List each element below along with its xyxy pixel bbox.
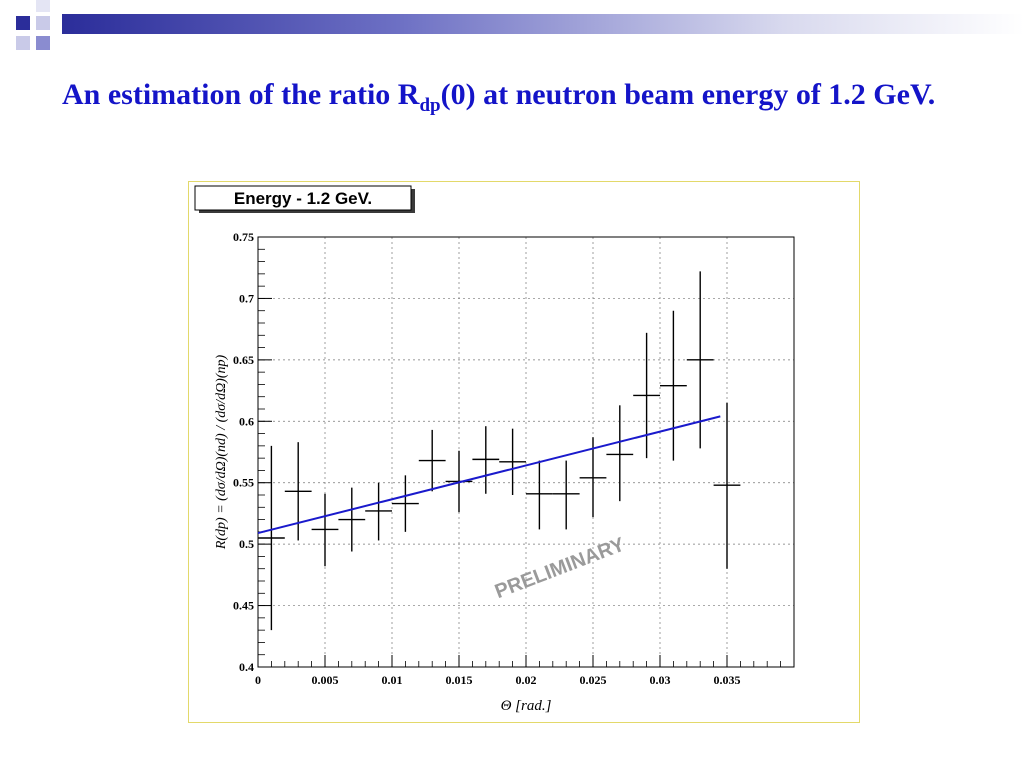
data-point [526, 460, 553, 530]
x-tick-label: 0.035 [714, 673, 741, 687]
data-point [258, 445, 285, 631]
x-tick-label: 0.03 [650, 673, 671, 687]
grid [258, 237, 794, 667]
decor-square-light [36, 16, 50, 30]
data-point [686, 271, 714, 449]
y-tick-label: 0.45 [233, 599, 254, 613]
x-tick-label: 0.015 [446, 673, 473, 687]
watermark-text: PRELIMINARY [492, 533, 628, 603]
ratio-chart: 0 0.005 0.01 0.015 0.02 0.025 0.03 0.035 0.40.4… [194, 185, 795, 714]
data-point [472, 426, 500, 494]
data-point [311, 493, 339, 567]
data-point [338, 487, 366, 552]
y-tick-label: 0.6 [239, 414, 254, 428]
y-tick-label: 0.55 [233, 476, 254, 490]
y-axis-label: R(dp) = (dσ/dΩ)(nd) / (dσ/dΩ)(np) [214, 354, 229, 550]
data-point [713, 402, 741, 569]
decor-square-mid [36, 36, 50, 50]
slide-title-subscript: dp [419, 95, 441, 116]
y-axis-ticks: 0.4 0.45 0.5 0.55 0.6 0.65 0.7 0.75 [233, 230, 272, 674]
x-tick-label: 0.025 [580, 673, 607, 687]
y-tick-label: 0.65 [233, 353, 254, 367]
y-tick-label: 0.75 [233, 230, 254, 244]
x-axis-ticks: 0 0.005 0.01 0.015 0.02 0.025 0.03 0.035 [255, 655, 741, 687]
fit-line [257, 415, 721, 535]
chart-frame: 0 0.005 0.01 0.015 0.02 0.025 0.03 0.035 0.4 0.4… [188, 181, 860, 723]
x-tick-label: 0 [255, 673, 261, 687]
data-point [579, 437, 607, 518]
data-point [660, 310, 687, 461]
y-tick-label: 0.7 [239, 291, 254, 305]
x-tick-label: 0.01 [382, 673, 403, 687]
y-tick-label: 0.4 [239, 660, 254, 674]
decor-square-dark [16, 16, 30, 30]
chart-title: Energy - 1.2 GeV. [234, 189, 372, 208]
data-point [418, 429, 446, 492]
slide-title-main: An estimation of the ratio R [62, 78, 420, 111]
data-point [365, 482, 392, 541]
data-point [633, 332, 660, 459]
x-tick-label: 0.02 [516, 673, 537, 687]
slide-title-rest: (0) at neutron beam energy of 1.2 GeV. [440, 78, 936, 111]
slide-header-decoration [0, 0, 1024, 50]
data-point [552, 460, 580, 530]
decor-square-light [16, 36, 30, 50]
data-point [606, 405, 634, 502]
slide-title: An estimation of the ratio Rdp(0) at neu… [62, 76, 962, 125]
data-point [392, 475, 419, 532]
y-tick-label: 0.5 [239, 537, 254, 551]
x-tick-label: 0.005 [312, 673, 339, 687]
x-axis-label: Θ [rad.] [501, 698, 552, 714]
data-point [284, 442, 312, 541]
data-points [258, 271, 741, 631]
data-point [499, 428, 526, 495]
decor-square-white [36, 0, 50, 12]
chart-title-box: Energy - 1.2 GeV. [194, 185, 415, 213]
header-gradient-bar [62, 14, 1024, 34]
